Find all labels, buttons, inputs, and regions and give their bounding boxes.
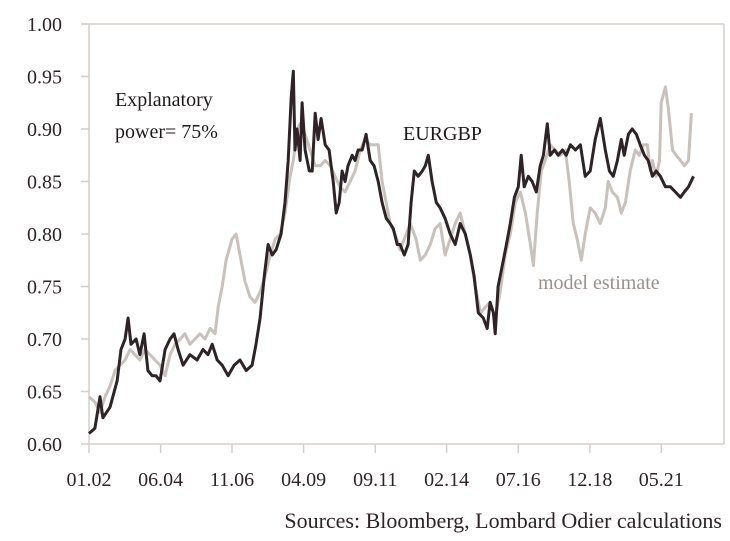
series-label-model-estimate: model estimate <box>538 272 660 294</box>
series-line-eurgbp <box>88 69 695 435</box>
annotation-line1: Explanatory <box>115 89 213 111</box>
series-label-eurgbp: EURGBP <box>403 123 482 145</box>
x-tick-label: 07.16 <box>496 469 541 491</box>
axes: 0.60 0.65 0.70 0.75 0.80 0.85 0.90 0.95 1.00 01.0… <box>27 14 725 491</box>
x-tick-label: 01.02 <box>67 469 112 491</box>
y-tick-label: 0.80 <box>27 224 62 246</box>
x-tick-label: 12.18 <box>567 469 612 491</box>
y-tick-label: 0.70 <box>27 329 62 351</box>
y-tick-label: 0.95 <box>27 67 62 89</box>
x-tick-label: 11.06 <box>210 469 254 491</box>
x-tick-label: 06.04 <box>138 469 183 491</box>
y-tick-label: 0.60 <box>27 434 62 456</box>
series-line-model-estimate <box>87 85 693 414</box>
y-tick-label: 0.85 <box>27 172 62 194</box>
y-tick-label: 0.65 <box>27 382 62 404</box>
x-tick-label: 05.21 <box>639 469 684 491</box>
y-tick-label: 0.90 <box>27 119 62 141</box>
y-tick-label: 0.75 <box>27 277 62 299</box>
x-tick-label: 04.09 <box>281 469 326 491</box>
x-tick-label: 02.14 <box>424 469 469 491</box>
series-lines <box>87 69 695 435</box>
source-note: Sources: Bloomberg, Lombard Odier calcul… <box>284 508 722 533</box>
x-tick-label: 09.11 <box>353 469 397 491</box>
annotation-line2: power= 75% <box>115 121 218 143</box>
y-tick-label: 1.00 <box>27 14 62 36</box>
